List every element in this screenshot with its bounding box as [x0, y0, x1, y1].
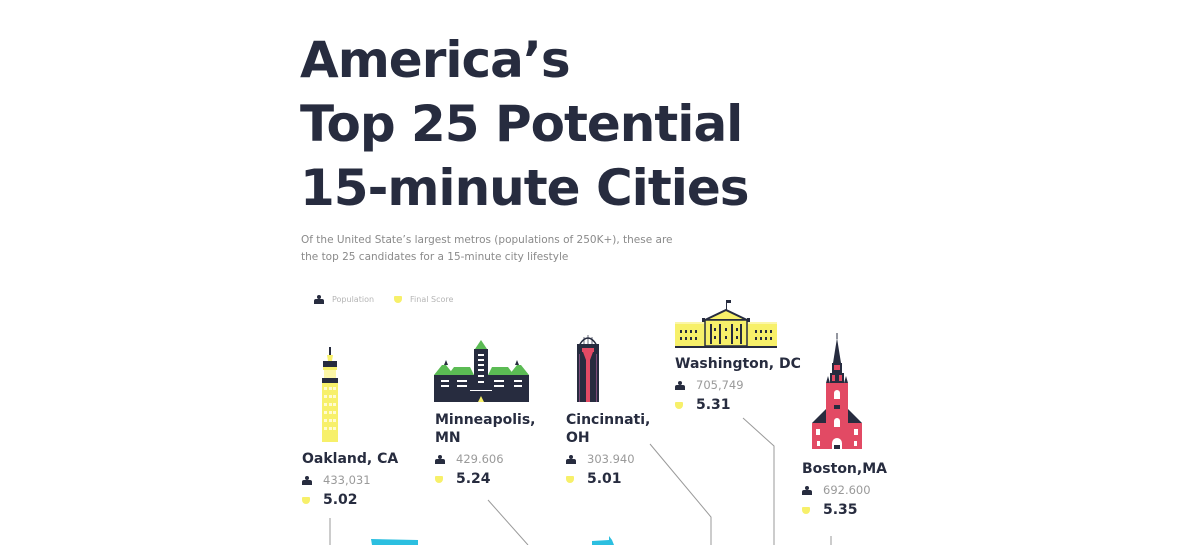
- person-icon: [675, 380, 685, 390]
- city-population: 303.940: [566, 452, 650, 466]
- person-icon: [802, 485, 812, 495]
- city-name-line-1: Washington, DC: [675, 356, 801, 372]
- legend-population-label: Population: [332, 295, 375, 304]
- city-name: Minneapolis, MN: [435, 411, 536, 447]
- legend-final-score: Final Score: [394, 295, 453, 304]
- title-line-2: Top 25 Potential: [300, 95, 743, 153]
- city-name: Oakland, CA: [302, 450, 398, 468]
- washington-connector: [742, 417, 775, 545]
- cincinnati-tower-icon: [577, 335, 599, 402]
- city-name-line-2: OH: [566, 430, 590, 446]
- city-name: Cincinnati, OH: [566, 411, 650, 447]
- population-value: 303.940: [587, 452, 635, 466]
- city-card-boston: Boston,MA 692.600 5.35: [802, 460, 887, 518]
- cyan-shape-left: [371, 539, 418, 545]
- city-card-minneapolis: Minneapolis, MN 429.606 5.24: [435, 411, 536, 487]
- score-badge-icon: [302, 496, 310, 504]
- score-value: 5.24: [456, 471, 491, 487]
- subtitle-line-1: Of the United State’s largest metros (po…: [301, 234, 673, 246]
- population-value: 692.600: [823, 483, 871, 497]
- city-card-washington: Washington, DC 705,749 5.31: [675, 355, 801, 413]
- person-icon: [302, 475, 312, 485]
- score-badge-icon: [566, 475, 574, 483]
- score-value: 5.35: [823, 502, 858, 518]
- city-name: Washington, DC: [675, 355, 801, 373]
- oakland-tower-icon: [322, 347, 338, 442]
- score-badge-icon: [435, 475, 443, 483]
- score-value: 5.02: [323, 492, 358, 508]
- legend: Population Final Score: [314, 295, 473, 304]
- city-population: 433,031: [302, 473, 398, 487]
- subtitle-line-2: the top 25 candidates for a 15-minute ci…: [301, 251, 569, 263]
- score-value: 5.31: [696, 397, 731, 413]
- cyan-shape-right: [592, 536, 614, 545]
- old-north-church-icon: [812, 333, 862, 449]
- legend-population: Population: [314, 295, 374, 304]
- city-name-line-2: MN: [435, 430, 461, 446]
- city-score: 5.31: [675, 397, 801, 413]
- city-score: 5.02: [302, 492, 398, 508]
- legend-final-score-label: Final Score: [410, 295, 454, 304]
- white-house-icon: [675, 300, 777, 348]
- population-value: 705,749: [696, 378, 744, 392]
- city-name-line-1: Minneapolis,: [435, 412, 536, 428]
- person-icon: [435, 454, 445, 464]
- city-population: 705,749: [675, 378, 801, 392]
- city-name-line-1: Oakland, CA: [302, 451, 399, 467]
- city-card-oakland: Oakland, CA 433,031 5.02: [302, 450, 398, 508]
- person-icon: [314, 295, 324, 304]
- score-value: 5.01: [587, 471, 622, 487]
- person-icon: [566, 454, 576, 464]
- city-population: 692.600: [802, 483, 887, 497]
- city-population: 429.606: [435, 452, 536, 466]
- title-line-3: 15-minute Cities: [300, 159, 750, 217]
- population-value: 429.606: [456, 452, 504, 466]
- city-name-line-1: Boston,MA: [802, 461, 887, 477]
- subtitle: Of the United State’s largest metros (po…: [301, 232, 741, 266]
- score-badge-icon: [802, 506, 810, 514]
- city-name-line-1: Cincinnati,: [566, 412, 651, 428]
- title-line-1: America’s: [300, 31, 571, 89]
- page-title: America’s Top 25 Potential 15-minute Cit…: [300, 28, 750, 220]
- minneapolis-city-hall-icon: [434, 340, 529, 402]
- city-score: 5.24: [435, 471, 536, 487]
- score-badge-icon: [675, 401, 683, 409]
- city-score: 5.01: [566, 471, 650, 487]
- city-card-cincinnati: Cincinnati, OH 303.940 5.01: [566, 411, 650, 487]
- city-name: Boston,MA: [802, 460, 887, 478]
- minneapolis-connector: [487, 499, 529, 545]
- city-score: 5.35: [802, 502, 887, 518]
- cincinnati-connector: [649, 443, 712, 545]
- population-value: 433,031: [323, 473, 371, 487]
- score-badge-icon: [394, 296, 403, 303]
